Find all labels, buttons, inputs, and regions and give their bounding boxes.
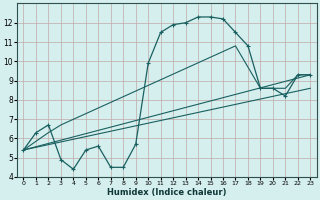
X-axis label: Humidex (Indice chaleur): Humidex (Indice chaleur) — [107, 188, 227, 197]
